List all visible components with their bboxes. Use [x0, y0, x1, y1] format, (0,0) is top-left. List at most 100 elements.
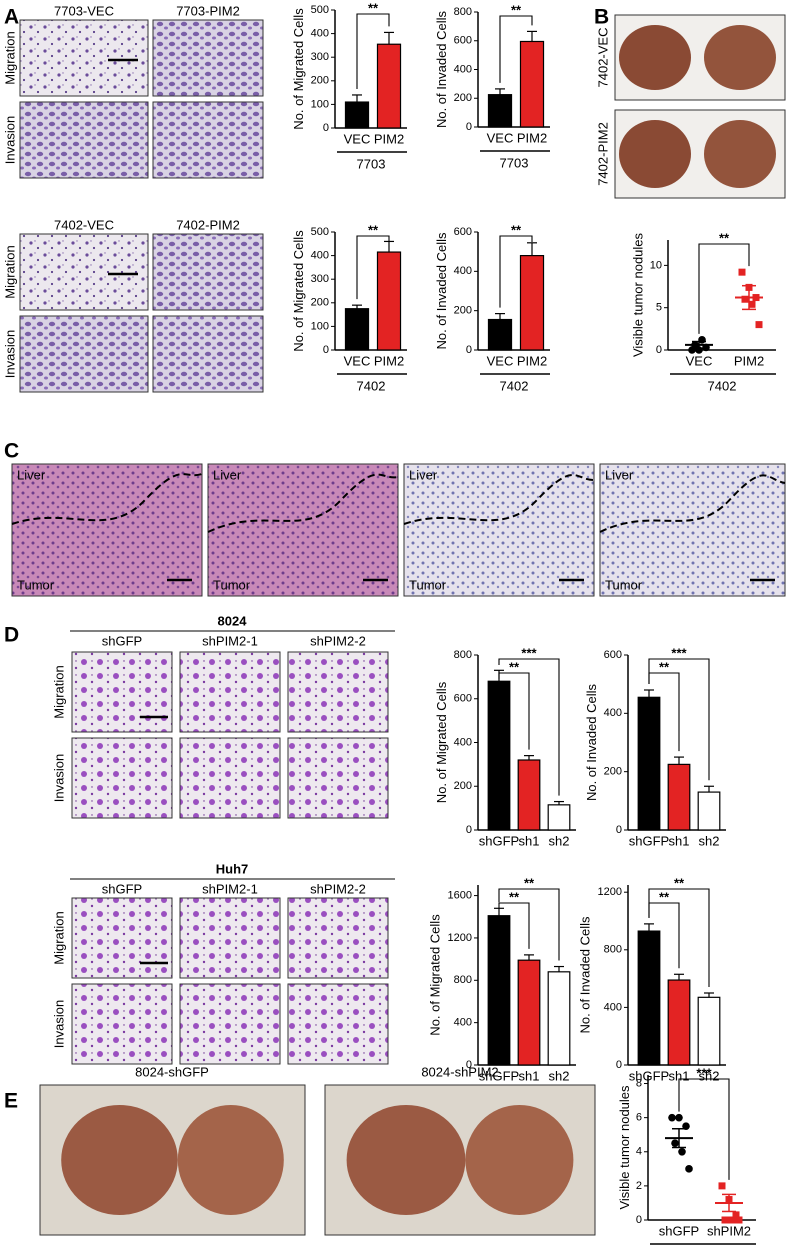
histology [11, 463, 203, 597]
micrograph [287, 897, 389, 979]
column-header: 7402-VEC [54, 217, 114, 232]
significance-bracket [498, 902, 530, 949]
row-label: Invasion [51, 754, 66, 802]
data-point [741, 295, 749, 303]
liver [346, 1105, 466, 1215]
micrograph [71, 983, 173, 1065]
bar [637, 696, 661, 831]
x-tick-label: VEC [686, 353, 713, 368]
panel-label: D [4, 624, 19, 647]
y-tick-label: 200 [604, 766, 622, 778]
histology [403, 463, 595, 597]
y-tick-label: 500 [311, 226, 329, 238]
panel-label: C [4, 440, 19, 463]
significance-label: ** [509, 659, 520, 674]
y-tick-label: 4 [636, 1146, 642, 1158]
x-tick-label: sh2 [549, 1068, 570, 1083]
region-label: Tumor [605, 577, 643, 592]
significance-bracket [498, 658, 560, 796]
data-point [678, 1147, 686, 1156]
y-tick-label: 500 [311, 4, 329, 16]
group-label: 7402 [708, 378, 737, 393]
x-tick-label: PIM2 [374, 353, 404, 368]
y-tick-label: 400 [454, 63, 472, 75]
liver [704, 25, 776, 90]
group-label: 7703 [357, 156, 386, 171]
bar [487, 318, 513, 351]
y-tick-label: 600 [454, 35, 472, 47]
x-tick-label: shGFP [629, 833, 669, 848]
bar [517, 759, 541, 831]
liver [177, 1105, 284, 1215]
y-tick-label: 400 [604, 1001, 622, 1013]
y-axis-label: No. of Invaded Cells [584, 683, 599, 801]
data-point [738, 268, 746, 276]
micrograph [179, 897, 281, 979]
bar [697, 791, 721, 831]
data-point [718, 1182, 726, 1190]
y-tick-label: 800 [454, 649, 472, 661]
y-tick-label: 800 [454, 6, 472, 18]
data-point [685, 1165, 693, 1173]
micrograph [287, 983, 389, 1065]
histology [599, 463, 786, 597]
data-point [755, 321, 763, 329]
y-axis-label: No. of Invaded Cells [434, 10, 449, 128]
x-tick-label: VEC [487, 130, 514, 145]
micrograph [179, 983, 281, 1065]
significance-bracket [499, 15, 533, 83]
panel-label: A [4, 6, 19, 29]
y-tick-label: 400 [454, 736, 472, 748]
x-tick-label: PIM2 [517, 130, 547, 145]
data-point [721, 1216, 729, 1224]
row-label: Migration [51, 911, 66, 964]
y-tick-label: 0 [616, 824, 622, 836]
y-tick-label: 0 [466, 121, 472, 133]
significance-label: ** [368, 0, 379, 15]
x-tick-label: VEC [344, 131, 371, 146]
data-point [735, 1216, 743, 1224]
row-label: Invasion [51, 1000, 66, 1048]
significance-bracket [698, 243, 750, 334]
data-point [668, 1113, 676, 1122]
y-tick-label: 200 [454, 305, 472, 317]
column-header: shPIM2-1 [202, 633, 258, 648]
region-label: Liver [213, 467, 242, 482]
significance-label: ** [368, 222, 379, 237]
block-title: 8024 [218, 613, 248, 628]
y-tick-label: 0 [636, 1214, 642, 1226]
micrograph [19, 19, 149, 97]
block-title: Huh7 [216, 861, 249, 876]
panel-label: B [594, 6, 609, 29]
y-tick-label: 5 [656, 302, 662, 314]
image-label: 8024-shGFP [135, 1064, 209, 1079]
region-label: Tumor [213, 577, 251, 592]
micrograph [71, 897, 173, 979]
significance-bracket [678, 1078, 730, 1180]
data-point [732, 1211, 740, 1219]
significance-label: ** [659, 889, 670, 904]
x-tick-label: shGFP [659, 1223, 699, 1238]
micrograph [152, 233, 264, 311]
liver [704, 120, 776, 188]
significance-label: ** [511, 222, 522, 237]
micrograph [287, 737, 389, 819]
y-axis-label: No. of Migrated Cells [434, 681, 449, 803]
bar [344, 101, 370, 129]
y-tick-label: 0 [466, 824, 472, 836]
significance-bracket [498, 888, 560, 961]
row-label: Migration [51, 665, 66, 718]
group-label: 7402 [500, 378, 529, 393]
y-axis-label: No. of Invaded Cells [434, 232, 449, 350]
micrograph [19, 101, 149, 179]
x-tick-label: sh1 [519, 1068, 540, 1083]
bar [487, 680, 511, 831]
significance-label: ** [511, 2, 522, 17]
significance-label: ** [659, 659, 670, 674]
bar [519, 255, 545, 351]
y-axis-label: No. of Migrated Cells [291, 8, 306, 130]
y-axis-label: Visible tumor nodules [617, 1085, 632, 1210]
row-label: Invasion [2, 116, 17, 164]
significance-label: ** [719, 230, 730, 245]
